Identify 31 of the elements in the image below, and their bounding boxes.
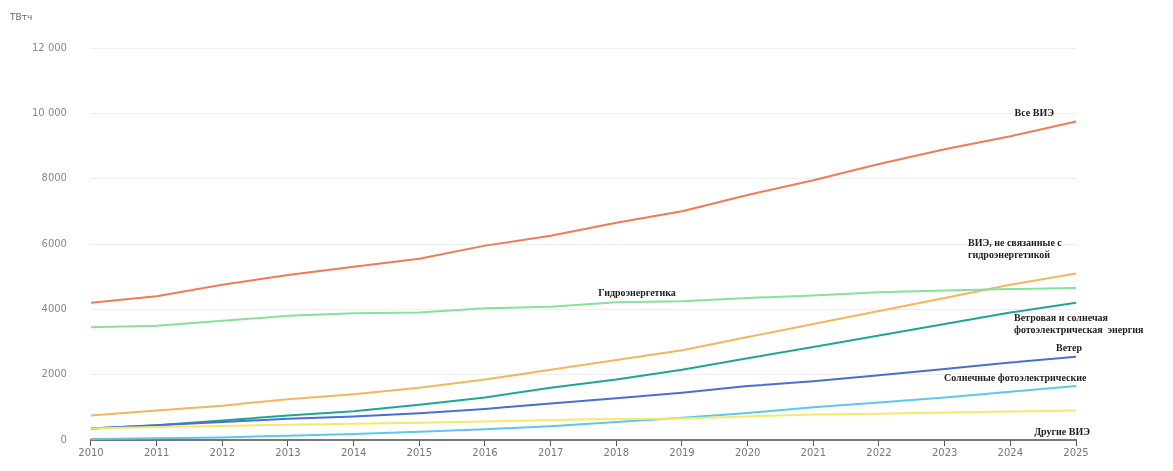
y-axis-title: ТВтч: [9, 12, 33, 23]
x-tick-label: 2022: [866, 446, 892, 458]
series-label: ВИЭ, не связанные с гидроэнергетикой: [968, 236, 1063, 260]
series-label: Ветровая и солнечая фотоэлектрическая энергия: [1014, 312, 1145, 336]
x-tick-label: 2019: [669, 446, 695, 458]
x-tick-label: 2013: [275, 446, 301, 458]
y-tick-label: 10 000: [31, 106, 67, 118]
x-tick-label: 2012: [209, 446, 236, 458]
y-tick-label: 0: [60, 433, 67, 445]
series-label: Ветер: [1055, 342, 1083, 354]
x-tick-label: 2024: [997, 446, 1024, 458]
series-label: Солнечные фотоэлектрические: [944, 371, 1087, 383]
x-tick-label: 2017: [537, 446, 564, 458]
x-tick-label: 2011: [143, 446, 170, 458]
y-tick-label: 6000: [41, 237, 67, 249]
x-tick-label: 2025: [1063, 446, 1089, 458]
x-tick-label: 2015: [406, 446, 433, 458]
x-tick-label: 2010: [78, 446, 104, 458]
x-tick-label: 2016: [472, 446, 498, 458]
y-tick-label: 4000: [41, 302, 67, 314]
x-tick-label: 2023: [931, 446, 958, 458]
y-tick-label: 12 000: [31, 41, 67, 53]
series-label: Другие ВИЭ: [1034, 426, 1091, 438]
x-tick-label: 2018: [603, 446, 630, 458]
series-label: Все ВИЭ: [1014, 107, 1055, 119]
x-tick-label: 2014: [340, 446, 367, 458]
x-tick-label: 2020: [734, 446, 761, 458]
y-tick-label: 2000: [41, 368, 67, 380]
y-tick-label: 8000: [41, 172, 67, 184]
x-tick-label: 2021: [800, 446, 827, 458]
series-label: Гидроэнергетика: [598, 286, 676, 298]
